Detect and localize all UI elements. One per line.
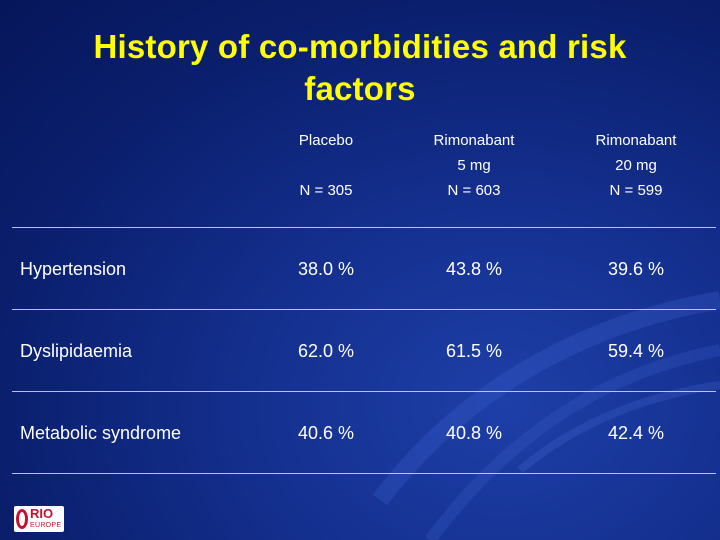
cell-rimonabant-5mg: 61.5 %: [445, 341, 503, 361]
cell-placebo: 40.6 %: [297, 423, 355, 443]
slide-title-line1: History of co-morbidities and risk: [93, 28, 627, 65]
column-header-dose: 20 mg: [615, 157, 657, 174]
row-label: Dyslipidaemia: [20, 341, 133, 361]
logo-text: RIO: [30, 506, 54, 521]
rio-logo-mark-icon: [16, 509, 28, 529]
row-label: Hypertension: [20, 259, 127, 279]
table-row-metabolic-syndrome: Metabolic syndrome 40.6 % 40.8 % 42.4 %: [0, 418, 720, 448]
cell-rimonabant-5mg: 43.8 %: [445, 259, 503, 279]
cell-rimonabant-20mg: 42.4 %: [607, 423, 665, 443]
cell-rimonabant-5mg: 40.8 %: [445, 423, 503, 443]
column-header-rimonabant-20mg: Rimonabant 20 mg N = 599: [566, 128, 706, 203]
column-header-name: Rimonabant: [433, 132, 515, 149]
column-header-n: N = 603: [447, 182, 501, 199]
rio-europe-logo: RIO EUROPE: [14, 506, 64, 532]
table-divider: [12, 309, 716, 310]
column-header-dose: 5 mg: [457, 157, 491, 174]
column-header-n: N = 599: [609, 182, 663, 199]
table-row-dyslipidaemia: Dyslipidaemia 62.0 % 61.5 % 59.4 %: [0, 336, 720, 366]
table-divider: [12, 227, 716, 228]
column-header-dose: [256, 153, 396, 178]
column-header-n: N = 305: [299, 182, 353, 199]
slide-title: History of co-morbidities and risk facto…: [40, 26, 680, 110]
cell-placebo: 38.0 %: [297, 259, 355, 279]
column-header-rimonabant-5mg: Rimonabant 5 mg N = 603: [404, 128, 544, 203]
table-row-hypertension: Hypertension 38.0 % 43.8 % 39.6 %: [0, 254, 720, 284]
table-divider: [12, 391, 716, 392]
cell-placebo: 62.0 %: [297, 341, 355, 361]
column-header-name: Placebo: [298, 132, 354, 149]
column-header-name: Rimonabant: [595, 132, 677, 149]
column-header-placebo: Placebo N = 305: [256, 128, 396, 203]
logo-subtext: EUROPE: [30, 522, 62, 529]
row-label: Metabolic syndrome: [20, 423, 182, 443]
cell-rimonabant-20mg: 39.6 %: [607, 259, 665, 279]
cell-rimonabant-20mg: 59.4 %: [607, 341, 665, 361]
slide-title-line2: factors: [304, 70, 416, 107]
table-divider: [12, 473, 716, 474]
